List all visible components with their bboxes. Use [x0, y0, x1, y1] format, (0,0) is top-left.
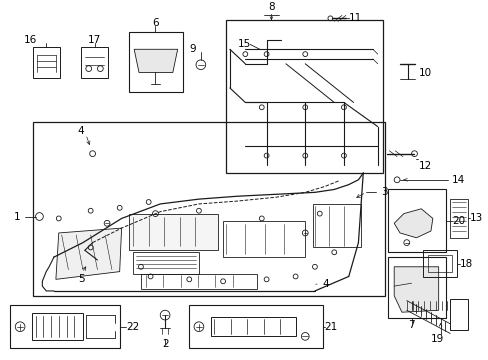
Text: 14: 14	[451, 175, 465, 185]
Text: 12: 12	[418, 161, 431, 171]
Bar	[32, 313, 83, 340]
Bar	[133, 252, 199, 274]
Text: 17: 17	[88, 35, 101, 45]
Bar	[33, 48, 60, 78]
Bar	[387, 257, 446, 318]
Text: 3: 3	[380, 187, 386, 197]
Bar	[141, 274, 256, 289]
Polygon shape	[393, 267, 438, 312]
Bar	[189, 305, 322, 348]
Text: 22: 22	[126, 322, 140, 332]
Bar	[422, 250, 456, 278]
Text: 4: 4	[78, 126, 84, 136]
Text: 2: 2	[162, 339, 168, 349]
Text: 4: 4	[322, 279, 328, 289]
Text: 19: 19	[430, 334, 443, 344]
Bar	[81, 48, 108, 78]
Polygon shape	[56, 228, 122, 279]
Text: 20: 20	[451, 216, 465, 226]
Text: 16: 16	[24, 35, 37, 45]
Bar	[427, 255, 451, 271]
Bar	[129, 213, 218, 250]
Text: 8: 8	[267, 1, 274, 12]
Text: 1: 1	[14, 212, 20, 221]
Text: 18: 18	[459, 259, 472, 269]
Bar	[449, 199, 467, 238]
Text: 15: 15	[237, 40, 250, 49]
Polygon shape	[134, 49, 177, 72]
Bar	[223, 221, 305, 257]
Text: 13: 13	[468, 213, 482, 224]
Bar	[210, 317, 295, 336]
Bar	[387, 189, 446, 252]
Bar	[312, 204, 361, 247]
Bar	[449, 299, 467, 330]
Text: 5: 5	[78, 274, 84, 284]
Bar	[129, 32, 182, 92]
Bar	[10, 305, 120, 348]
Text: 10: 10	[418, 68, 430, 78]
Bar	[225, 20, 382, 173]
Text: 21: 21	[324, 322, 337, 332]
Bar	[33, 122, 385, 296]
Text: 6: 6	[152, 18, 159, 28]
Text: 9: 9	[189, 44, 196, 54]
Polygon shape	[393, 209, 432, 238]
Text: 11: 11	[348, 13, 361, 23]
Text: 7: 7	[407, 320, 414, 330]
